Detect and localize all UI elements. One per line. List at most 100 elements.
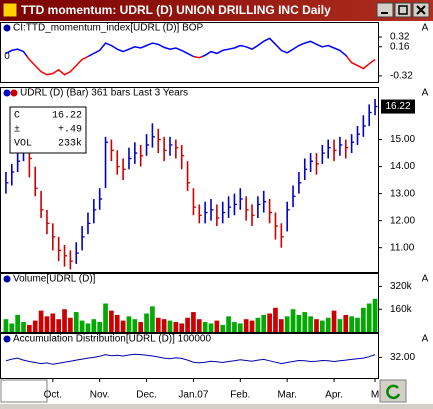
volume-bar bbox=[50, 313, 56, 332]
volume-bar bbox=[372, 298, 378, 332]
pane-dot bbox=[10, 89, 18, 97]
x-tick-label: Feb. bbox=[230, 390, 250, 401]
volume-bar bbox=[308, 316, 313, 332]
pane-marker: A bbox=[422, 274, 429, 285]
title-bar bbox=[0, 0, 433, 21]
volume-bar bbox=[114, 314, 120, 332]
volume-bar bbox=[103, 303, 108, 332]
pane-frame bbox=[0, 273, 379, 333]
last-value: 16.22 bbox=[385, 101, 410, 112]
y-tick-label: 13.00 bbox=[390, 188, 415, 199]
info-label: VOL bbox=[14, 139, 32, 150]
volume-bar bbox=[27, 324, 32, 332]
pane-frame bbox=[0, 333, 379, 379]
refresh-button[interactable] bbox=[379, 379, 407, 403]
info-label: ± bbox=[14, 125, 20, 136]
window-title: TTD momentum: UDRL (D) UNION DRILLING IN… bbox=[21, 3, 331, 17]
volume-bar bbox=[179, 323, 185, 332]
volume-bar bbox=[9, 323, 15, 332]
volume-bar bbox=[185, 317, 190, 332]
scroll-box[interactable] bbox=[0, 379, 48, 403]
pane-title: Volume[UDRL (D)] bbox=[13, 274, 96, 285]
info-value: +.49 bbox=[58, 125, 82, 136]
volume-bar bbox=[267, 313, 272, 332]
volume-bar bbox=[85, 323, 91, 332]
volume-bar bbox=[38, 310, 44, 332]
line bbox=[5, 353, 376, 365]
volume-bar bbox=[273, 307, 278, 332]
y-tick-label: 14.00 bbox=[390, 161, 415, 172]
volume-bar bbox=[32, 320, 38, 332]
x-tick-label: Mar. bbox=[277, 390, 296, 401]
y-tick-label: 320k bbox=[390, 281, 413, 292]
volume-bar bbox=[79, 320, 85, 332]
pane-frame bbox=[0, 22, 379, 83]
volume-bar bbox=[302, 312, 308, 332]
volume-bar bbox=[3, 319, 9, 332]
y-tick-label: 0.32 bbox=[390, 32, 410, 43]
volume-bar bbox=[337, 319, 343, 332]
volume-bar bbox=[144, 313, 149, 332]
line bbox=[5, 37, 348, 57]
volume-bar bbox=[68, 317, 73, 332]
volume-bar bbox=[97, 322, 103, 332]
volume-bar bbox=[325, 317, 331, 332]
window-buttons[interactable] bbox=[376, 2, 430, 18]
volume-bar bbox=[138, 322, 144, 332]
volume-bar bbox=[196, 319, 202, 332]
volume-bar bbox=[361, 307, 366, 332]
x-tick-label: Apr. bbox=[325, 390, 343, 401]
volume-bar bbox=[132, 319, 138, 332]
volume-bar bbox=[21, 322, 26, 332]
volume-bar bbox=[255, 317, 261, 332]
volume-bar bbox=[243, 319, 249, 332]
volume-bar bbox=[319, 320, 325, 332]
volume-bar bbox=[249, 320, 255, 332]
pane-header bbox=[1, 88, 378, 98]
maximize-button[interactable] bbox=[394, 2, 412, 18]
y-tick-label: 32.00 bbox=[390, 352, 415, 363]
x-tick-label: Dec. bbox=[136, 390, 157, 401]
x-tick-label: M bbox=[371, 390, 379, 401]
pane-dot bbox=[3, 89, 11, 97]
volume-bar bbox=[314, 319, 319, 332]
last-value-box bbox=[381, 99, 415, 114]
volume-bar bbox=[44, 316, 50, 332]
info-label: C bbox=[14, 111, 20, 122]
volume-bar bbox=[120, 320, 126, 332]
minimize-button[interactable] bbox=[376, 2, 394, 18]
volume-bar bbox=[202, 322, 208, 332]
pane-header bbox=[1, 334, 378, 344]
volume-bar bbox=[366, 303, 372, 332]
x-tick-label: Jan.07 bbox=[178, 390, 208, 401]
volume-bar bbox=[290, 309, 296, 332]
info-value: 16.22 bbox=[52, 111, 82, 122]
info-box bbox=[9, 106, 87, 154]
pane-marker: A bbox=[422, 334, 429, 345]
y-tick-label: 12.00 bbox=[390, 215, 415, 226]
volume-bar bbox=[349, 316, 354, 332]
volume-bar bbox=[284, 316, 290, 332]
volume-bar bbox=[150, 306, 155, 332]
volume-bar bbox=[56, 319, 62, 332]
y-tick-label: -0.32 bbox=[390, 71, 413, 82]
volume-bar bbox=[155, 317, 161, 332]
volume-bar bbox=[214, 320, 220, 332]
volume-bar bbox=[226, 316, 231, 332]
volume-bar bbox=[161, 319, 167, 332]
pane-title: UDRL (D) (Bar) 361 bars Last 3 Years bbox=[20, 88, 188, 99]
line bbox=[26, 56, 376, 76]
pane-header bbox=[1, 274, 378, 284]
volume-bar bbox=[237, 323, 243, 332]
volume-bar bbox=[73, 312, 79, 332]
volume-bar bbox=[173, 322, 179, 332]
pane-frame bbox=[0, 87, 379, 273]
volume-bar bbox=[208, 323, 214, 332]
y-tick-label: 15.00 bbox=[390, 134, 415, 145]
pane-dot bbox=[3, 335, 11, 343]
volume-bar bbox=[355, 317, 360, 332]
volume-bar bbox=[62, 309, 67, 332]
volume-bar bbox=[220, 324, 226, 332]
y-tick-label: 0.16 bbox=[390, 41, 410, 52]
volume-bar bbox=[261, 314, 267, 332]
